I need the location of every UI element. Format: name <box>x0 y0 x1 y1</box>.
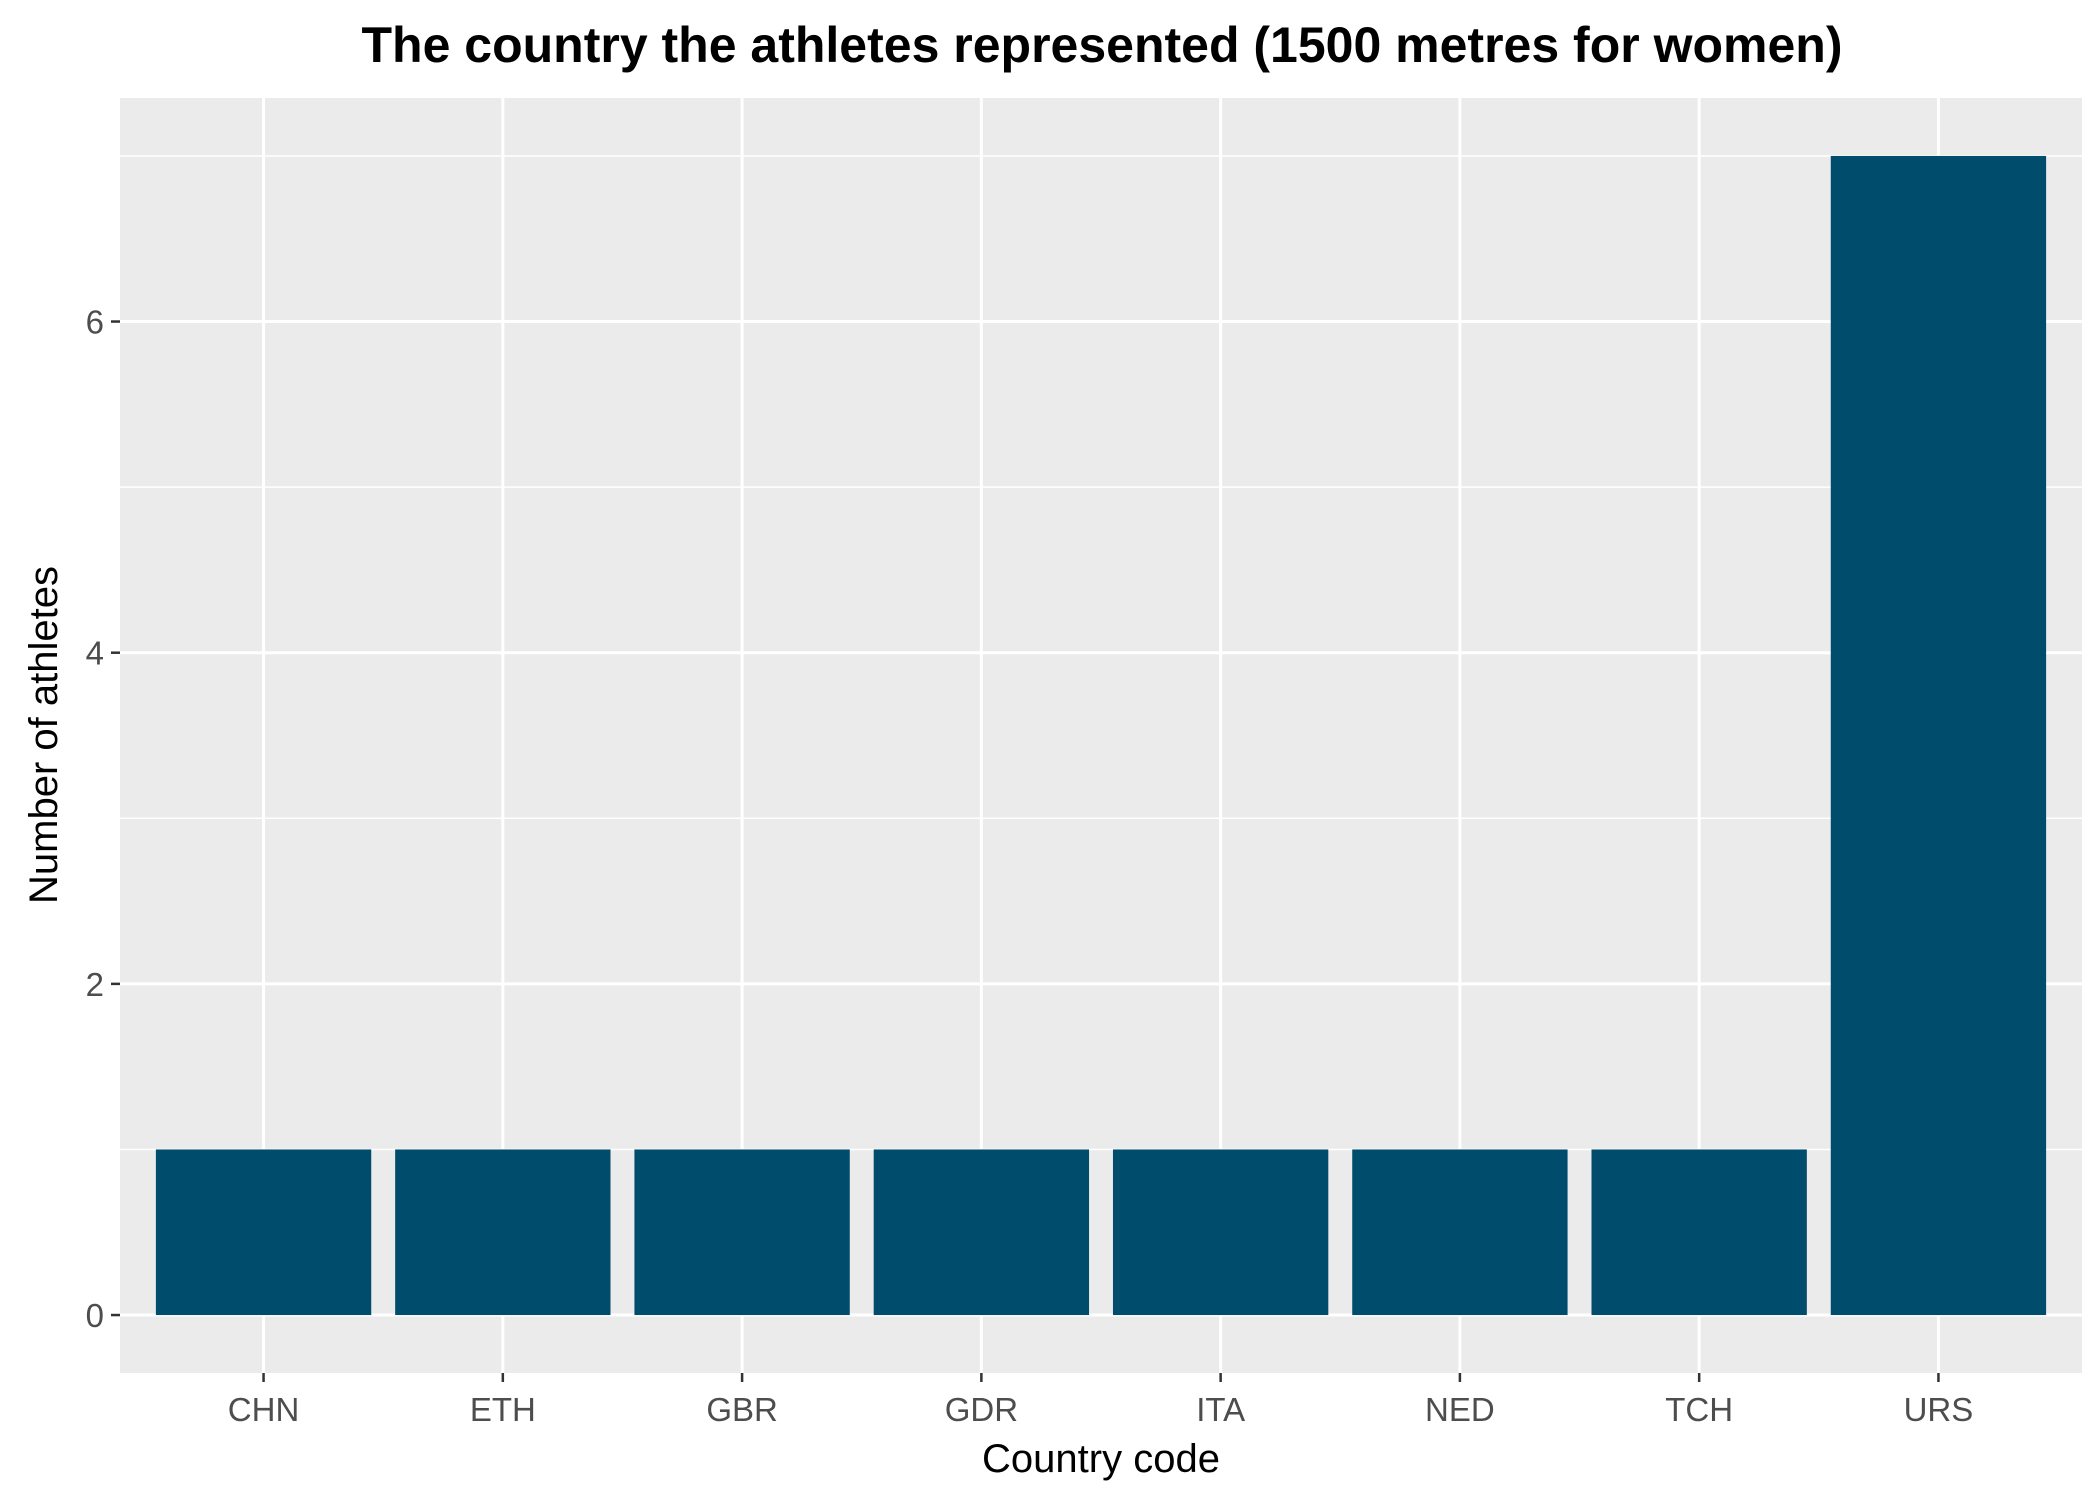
y-tick-label: 4 <box>86 635 104 672</box>
x-tick-label-tch: TCH <box>1665 1391 1733 1428</box>
x-tick-label-eth: ETH <box>470 1391 536 1428</box>
y-tick-label: 0 <box>86 1297 104 1334</box>
bar-eth <box>395 1149 611 1316</box>
bar-ita <box>1112 1149 1329 1316</box>
bar-gdr <box>873 1149 1090 1316</box>
x-axis-title: Country code <box>982 1437 1220 1481</box>
x-axis: CHN ETH GBR GDR ITA NED TCH URS <box>228 1373 1973 1428</box>
bar-chn <box>155 1149 372 1316</box>
x-tick-label-urs: URS <box>1904 1391 1974 1428</box>
bar-gbr <box>634 1149 850 1316</box>
chart-title: The country the athletes represented (15… <box>362 17 1843 73</box>
bar-ned <box>1352 1149 1568 1316</box>
x-tick-label-ita: ITA <box>1196 1391 1245 1428</box>
bars <box>155 155 2047 1316</box>
y-tick-label: 2 <box>86 966 104 1003</box>
y-axis-title: Number of athletes <box>22 566 66 904</box>
bar-tch <box>1591 1149 1807 1316</box>
x-tick-label-ned: NED <box>1425 1391 1495 1428</box>
y-tick-label: 6 <box>86 304 104 341</box>
x-tick-label-chn: CHN <box>228 1391 300 1428</box>
x-tick-label-gdr: GDR <box>945 1391 1018 1428</box>
bar-urs <box>1830 155 2047 1316</box>
y-axis: 0 2 4 6 <box>86 304 120 1334</box>
x-tick-label-gbr: GBR <box>706 1391 778 1428</box>
